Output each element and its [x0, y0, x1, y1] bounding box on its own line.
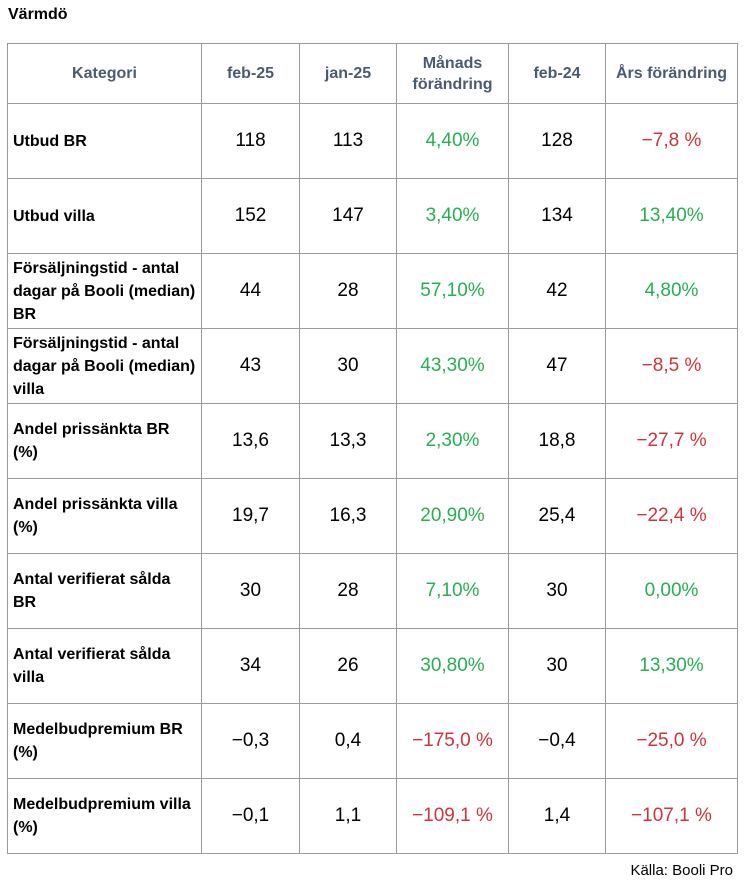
header-feb-25: feb-25 [201, 43, 300, 104]
cell-feb-24: 18,8 [508, 403, 606, 479]
cell-manads-forandring: 30,80% [396, 628, 509, 704]
cell-ars-forandring: 0,00% [605, 553, 738, 629]
cell-feb-25: 43 [201, 328, 300, 404]
cell-manads-forandring: 2,30% [396, 403, 509, 479]
header-kategori: Kategori [7, 43, 202, 104]
cell-jan-25: 16,3 [299, 478, 397, 554]
cell-ars-forandring: −25,0 % [605, 703, 738, 779]
cell-manads-forandring: 57,10% [396, 253, 509, 329]
table-row: Antal verifierat sålda villa 34 26 30,80% 30… [7, 628, 738, 704]
table-row: Utbud BR 118 113 4,40% 128 −7,8 % [7, 103, 738, 179]
source-note: Källa: Booli Pro [630, 862, 733, 879]
cell-manads-forandring: 3,40% [396, 178, 509, 254]
header-feb-24: feb-24 [508, 43, 606, 104]
cell-jan-25: 0,4 [299, 703, 397, 779]
table-row: Medelbudpremium BR (%) −0,3 0,4 −175,0 % −0,… [7, 703, 738, 779]
cell-jan-25: 13,3 [299, 403, 397, 479]
cell-jan-25: 28 [299, 553, 397, 629]
cell-ars-forandring: 13,30% [605, 628, 738, 704]
cell-feb-25: −0,1 [201, 778, 300, 854]
cell-manads-forandring: 7,10% [396, 553, 509, 629]
cell-feb-25: −0,3 [201, 703, 300, 779]
cell-jan-25: 26 [299, 628, 397, 704]
cell-kategori: Andel prissänkta villa (%) [7, 478, 202, 554]
cell-feb-24: 30 [508, 553, 606, 629]
table-row: Utbud villa 152 147 3,40% 134 13,40% [7, 178, 738, 254]
cell-kategori: Medelbudpremium villa (%) [7, 778, 202, 854]
table-row: Andel prissänkta BR (%) 13,6 13,3 2,30% 18,8… [7, 403, 738, 479]
cell-kategori: Antal verifierat sålda BR [7, 553, 202, 629]
cell-ars-forandring: −27,7 % [605, 403, 738, 479]
header-manads-forandring: Månads förändring [396, 43, 509, 104]
cell-kategori: Andel prissänkta BR (%) [7, 403, 202, 479]
cell-ars-forandring: −8,5 % [605, 328, 738, 404]
cell-manads-forandring: 20,90% [396, 478, 509, 554]
cell-jan-25: 28 [299, 253, 397, 329]
cell-feb-24: 30 [508, 628, 606, 704]
cell-kategori: Utbud BR [7, 103, 202, 179]
cell-kategori: Försäljningstid - antal dagar på Booli (… [7, 253, 202, 329]
cell-feb-25: 19,7 [201, 478, 300, 554]
cell-jan-25: 147 [299, 178, 397, 254]
cell-feb-25: 13,6 [201, 403, 300, 479]
table-row: Andel prissänkta villa (%) 19,7 16,3 20,90%… [7, 478, 738, 554]
cell-feb-25: 152 [201, 178, 300, 254]
table-row: Försäljningstid - antal dagar på Booli (… [7, 253, 738, 329]
cell-jan-25: 113 [299, 103, 397, 179]
cell-feb-25: 30 [201, 553, 300, 629]
cell-manads-forandring: 43,30% [396, 328, 509, 404]
cell-ars-forandring: 13,40% [605, 178, 738, 254]
cell-feb-24: 1,4 [508, 778, 606, 854]
cell-ars-forandring: 4,80% [605, 253, 738, 329]
page-title: Värmdö [8, 6, 68, 23]
cell-jan-25: 1,1 [299, 778, 397, 854]
cell-feb-25: 44 [201, 253, 300, 329]
cell-kategori: Medelbudpremium BR (%) [7, 703, 202, 779]
cell-ars-forandring: −7,8 % [605, 103, 738, 179]
table-row: Medelbudpremium villa (%) −0,1 1,1 −109,1 %… [7, 778, 738, 854]
cell-jan-25: 30 [299, 328, 397, 404]
table-row: Antal verifierat sålda BR 30 28 7,10% 30 0,00… [7, 553, 738, 629]
cell-feb-24: 25,4 [508, 478, 606, 554]
cell-kategori: Försäljningstid - antal dagar på Booli (… [7, 328, 202, 404]
cell-feb-24: 47 [508, 328, 606, 404]
cell-ars-forandring: −107,1 % [605, 778, 738, 854]
table-body: Utbud BR 118 113 4,40% 128 −7,8 % Utbud villa 1… [7, 103, 738, 854]
cell-feb-25: 118 [201, 103, 300, 179]
cell-manads-forandring: 4,40% [396, 103, 509, 179]
header-jan-25: jan-25 [299, 43, 397, 104]
cell-feb-24: 42 [508, 253, 606, 329]
data-table: Kategori feb-25 jan-25 Månads förändring… [7, 43, 738, 854]
cell-feb-24: −0,4 [508, 703, 606, 779]
cell-kategori: Utbud villa [7, 178, 202, 254]
cell-manads-forandring: −109,1 % [396, 778, 509, 854]
header-row: Kategori feb-25 jan-25 Månads förändring… [7, 43, 738, 104]
table-row: Försäljningstid - antal dagar på Booli (… [7, 328, 738, 404]
cell-kategori: Antal verifierat sålda villa [7, 628, 202, 704]
cell-feb-24: 128 [508, 103, 606, 179]
header-ars-forandring: Års förändring [605, 43, 738, 104]
cell-ars-forandring: −22,4 % [605, 478, 738, 554]
cell-manads-forandring: −175,0 % [396, 703, 509, 779]
cell-feb-25: 34 [201, 628, 300, 704]
cell-feb-24: 134 [508, 178, 606, 254]
